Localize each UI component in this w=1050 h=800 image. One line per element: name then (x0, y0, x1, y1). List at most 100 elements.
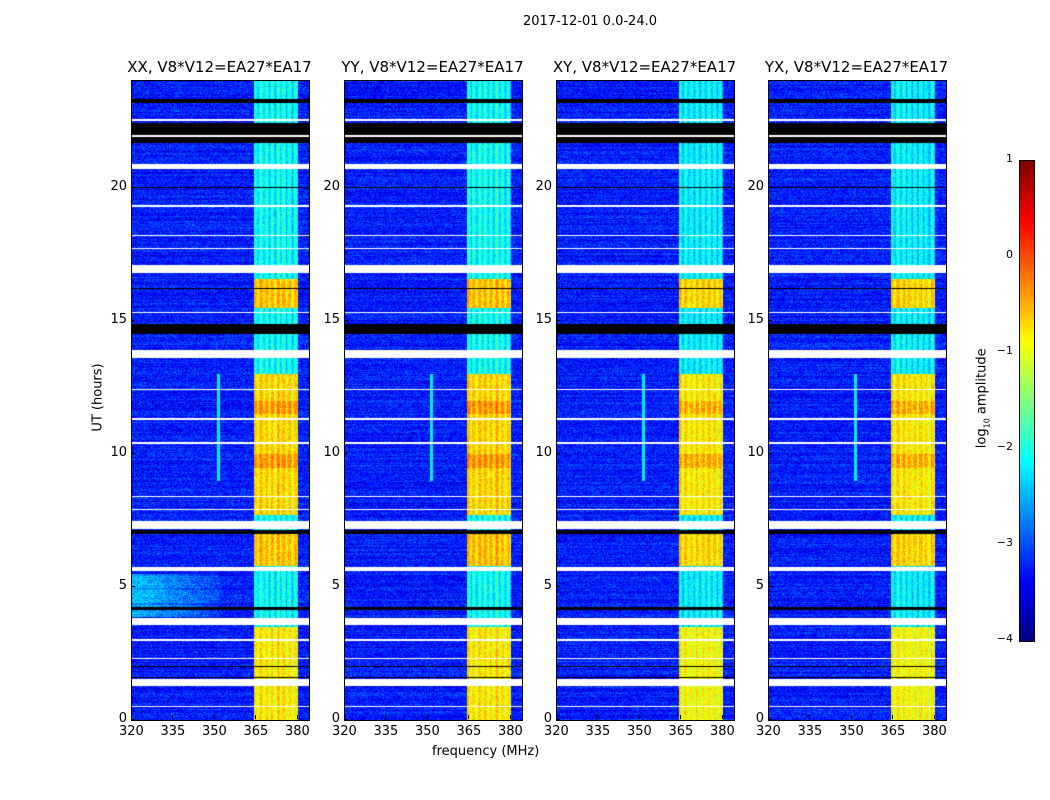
y-tick-label: 5 (755, 577, 764, 593)
x-tick-mark (892, 715, 894, 719)
y-axis-label: UT (hours) (90, 363, 106, 432)
y-tick-label: 0 (331, 711, 340, 726)
y-tick-label: 10 (110, 444, 127, 460)
y-tick-mark (556, 719, 560, 720)
colorbar-tick-label: −1 (996, 344, 1013, 357)
x-tick-label: 350 (414, 724, 440, 739)
heatmap-panel-yx (768, 80, 947, 721)
x-tick-mark (172, 715, 174, 719)
y-tick-label: 15 (323, 311, 340, 327)
y-tick-label: 20 (747, 178, 764, 194)
x-tick-mark (509, 715, 511, 719)
x-tick-mark (638, 715, 640, 719)
colorbar-tick-label: 1 (1006, 152, 1013, 165)
x-tick-label: 335 (160, 724, 186, 739)
x-tick-mark (933, 715, 935, 719)
x-tick-mark (131, 715, 132, 719)
x-tick-label: 380 (709, 724, 735, 739)
panel-title: XY, V8*V12=EA27*EA17 (552, 58, 737, 76)
x-axis-label: frequency (MHz) (432, 744, 540, 759)
x-tick-label: 365 (668, 724, 694, 739)
heatmap-panel-xy (556, 80, 735, 721)
panel-title: YY, V8*V12=EA27*EA17 (341, 58, 524, 76)
y-tick-mark (768, 452, 772, 454)
y-tick-mark (344, 719, 348, 720)
x-tick-label: 365 (243, 724, 269, 739)
y-tick-mark (344, 452, 348, 454)
panel-title: YX, V8*V12=EA27*EA17 (764, 58, 949, 76)
y-tick-label: 5 (543, 577, 552, 593)
y-tick-label: 0 (118, 711, 127, 726)
x-tick-label: 350 (838, 724, 864, 739)
y-tick-mark (344, 186, 348, 188)
y-tick-label: 10 (323, 444, 340, 460)
colorbar-label-rest: amplitude (974, 348, 990, 419)
x-tick-label: 335 (797, 724, 823, 739)
x-tick-label: 380 (921, 724, 947, 739)
x-tick-label: 320 (119, 724, 144, 739)
x-tick-mark (768, 715, 769, 719)
x-tick-mark (809, 715, 811, 719)
x-tick-mark (344, 715, 345, 719)
x-tick-mark (426, 715, 428, 719)
panel-title: XX, V8*V12=EA27*EA17 (127, 58, 312, 76)
colorbar-label: log10 amplitude (974, 330, 992, 470)
x-tick-mark (255, 715, 257, 719)
y-tick-label: 5 (331, 577, 340, 593)
x-tick-label: 350 (201, 724, 227, 739)
y-tick-label: 20 (323, 178, 340, 194)
y-tick-mark (768, 719, 772, 720)
colorbar-label-log: log (974, 428, 990, 449)
y-tick-mark (768, 186, 772, 188)
x-tick-mark (850, 715, 852, 719)
colorbar-label-sub: 10 (982, 418, 992, 429)
y-tick-label: 15 (747, 311, 764, 327)
x-tick-label: 380 (284, 724, 310, 739)
y-tick-label: 10 (535, 444, 552, 460)
y-tick-label: 20 (110, 178, 127, 194)
y-tick-mark (131, 186, 135, 188)
y-tick-label: 15 (110, 311, 127, 327)
y-tick-mark (556, 585, 560, 587)
x-tick-label: 350 (626, 724, 652, 739)
x-tick-mark (556, 715, 557, 719)
x-tick-label: 365 (456, 724, 482, 739)
y-tick-label: 0 (543, 711, 552, 726)
x-tick-label: 320 (332, 724, 357, 739)
x-tick-label: 380 (497, 724, 523, 739)
y-tick-label: 10 (747, 444, 764, 460)
x-tick-label: 320 (756, 724, 781, 739)
x-tick-label: 335 (373, 724, 399, 739)
colorbar-tick-label: −3 (996, 536, 1013, 549)
y-tick-mark (131, 452, 135, 454)
figure-title: 2017-12-01 0.0-24.0 (523, 14, 657, 29)
y-tick-label: 20 (535, 178, 552, 194)
colorbar-tick-label: −2 (996, 440, 1013, 453)
y-tick-mark (131, 585, 135, 587)
colorbar-tick-label: −4 (996, 632, 1013, 645)
x-tick-mark (468, 715, 470, 719)
heatmap-panel-yy (344, 80, 523, 721)
x-tick-mark (680, 715, 682, 719)
y-tick-mark (768, 319, 772, 321)
heatmap-panel-xx (131, 80, 310, 721)
x-tick-label: 320 (544, 724, 569, 739)
x-tick-mark (597, 715, 599, 719)
x-tick-mark (385, 715, 387, 719)
y-tick-mark (768, 585, 772, 587)
colorbar-tick-label: 0 (1006, 248, 1013, 261)
y-tick-label: 0 (755, 711, 764, 726)
y-tick-mark (131, 719, 135, 720)
x-tick-mark (213, 715, 215, 719)
x-tick-label: 335 (585, 724, 611, 739)
y-tick-mark (131, 319, 135, 321)
y-tick-mark (344, 585, 348, 587)
colorbar (1019, 160, 1035, 642)
y-tick-mark (344, 319, 348, 321)
y-tick-mark (556, 319, 560, 321)
x-tick-label: 365 (880, 724, 906, 739)
x-tick-mark (721, 715, 723, 719)
x-tick-mark (296, 715, 298, 719)
y-tick-mark (556, 452, 560, 454)
y-tick-label: 5 (118, 577, 127, 593)
